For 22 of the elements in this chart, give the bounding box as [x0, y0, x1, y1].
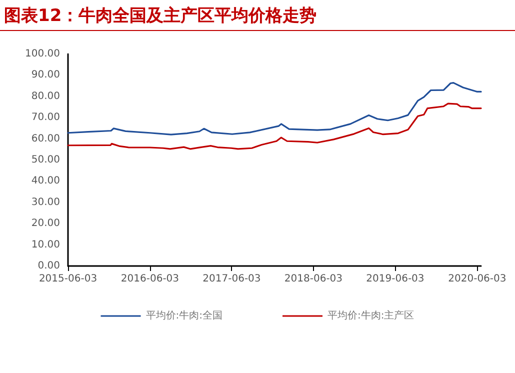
y-tick-label: 70.00 — [31, 112, 60, 124]
x-tick-label: 2018-06-03 — [284, 274, 343, 284]
y-tick-label: 10.00 — [31, 239, 60, 250]
y-tick-label: 80.00 — [31, 90, 60, 102]
y-tick-label: 40.00 — [31, 176, 60, 187]
line-series — [67, 82, 482, 136]
x-tick-label: 2020-06-03 — [448, 274, 506, 284]
y-tick-label: 0.00 — [38, 260, 60, 272]
x-tick-label: 2017-06-03 — [202, 274, 261, 284]
y-tick-label: 90.00 — [31, 70, 60, 81]
y-tick-label: 50.00 — [31, 154, 60, 166]
y-tick-label: 100.00 — [25, 48, 60, 60]
line-series — [67, 102, 482, 150]
y-tick-label: 60.00 — [31, 133, 60, 144]
chart-title: 图表12：牛肉全国及主产区平均价格走势 — [4, 5, 317, 27]
legend-label: 平均价:牛肉:主产区 — [328, 310, 414, 322]
y-tick-label: 20.00 — [31, 218, 60, 230]
x-tick-label: 2015-06-03 — [38, 274, 98, 284]
legend-label: 平均价:牛肉:全国 — [146, 310, 223, 322]
x-tick-label: 2019-06-03 — [366, 274, 424, 284]
x-tick-label: 2016-06-03 — [120, 274, 180, 284]
y-tick-label: 30.00 — [31, 196, 60, 208]
